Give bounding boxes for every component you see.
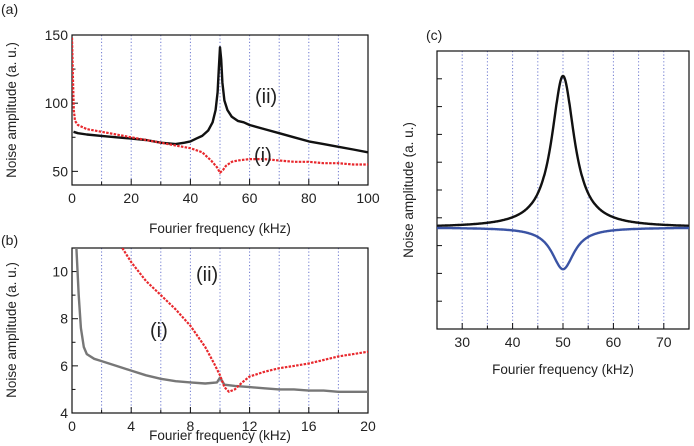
panel-label: (c) [426,27,442,43]
x-tick-label: 60 [606,334,622,350]
x-tick-label: 4 [127,418,135,434]
series-line [437,74,689,227]
x-tick-label: 20 [123,190,139,206]
x-tick-label: 70 [656,334,672,350]
panel-label: (a) [1,1,18,17]
y-tick-label: 50 [52,163,68,179]
y-tick-label: 100 [45,95,69,111]
x-tick-label: 20 [360,418,376,434]
panel-a: 0 20 40 60 80 100 50 100 150 Fourier frequency (k… [1,1,380,236]
series-annotation: (i) [254,145,272,167]
x-tick-label: 40 [183,190,199,206]
series-group [437,74,689,271]
x-tick-label: 80 [301,190,317,206]
x-axis-label: Fourier frequency (kHz) [149,428,291,443]
x-tick-label: 30 [454,334,470,350]
series-annotation: (ii) [255,86,277,108]
series-group [72,37,368,174]
y-tick-label: 150 [45,27,69,43]
x-tick-label: 0 [68,418,76,434]
series-line [121,248,368,393]
series-group [75,248,368,393]
x-axis-label: Fourier frequency (kHz) [492,362,634,377]
x-tick-label: 60 [242,190,258,206]
series-line [72,37,368,174]
y-axis-label: Noise amplitude (a. u.) [401,122,416,258]
x-tick-label: 50 [555,334,571,350]
series-line [73,46,368,154]
panel-c: 30 40 50 60 70 Fourier frequency (kHz) Noise a… [401,27,690,377]
x-tick-label: 12 [242,418,258,434]
y-tick-label: 6 [60,358,68,374]
y-tick-label: 8 [60,311,68,327]
x-tick-label: 100 [356,190,380,206]
x-axis-label: Fourier frequency (kHz) [149,221,291,236]
series-annotation: (ii) [196,264,218,286]
y-axis-label: Noise amplitude (a. u.) [4,42,19,178]
y-axis-label: Noise amplitude (a. u.) [4,262,19,398]
y-tick-label: 10 [52,264,68,280]
series-line [437,226,689,271]
x-tick-label: 16 [301,418,317,434]
x-tick-label: 40 [505,334,521,350]
series-annotation: (i) [150,320,168,342]
x-tick-label: 0 [68,190,76,206]
y-tick-label: 4 [60,405,68,421]
series-line [75,248,368,393]
x-tick-label: 8 [187,418,195,434]
panel-label: (b) [1,232,18,248]
